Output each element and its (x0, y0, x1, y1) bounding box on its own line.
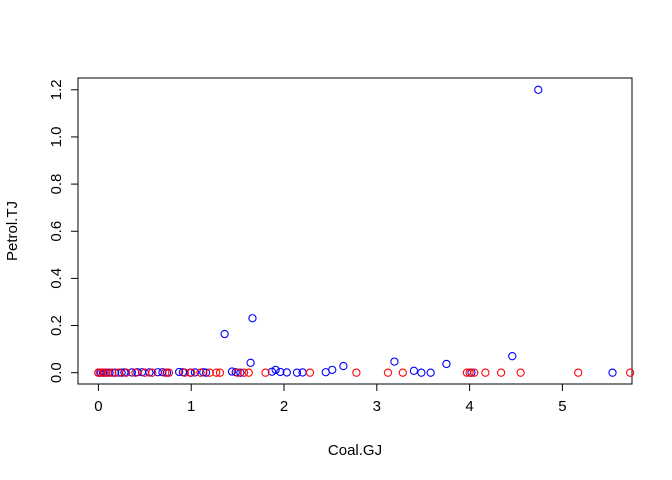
data-point (516, 368, 525, 377)
data-point (94, 368, 103, 377)
data-point (196, 368, 205, 377)
x-axis-label: Coal.GJ (328, 442, 382, 459)
y-tick-label: 0.6 (48, 221, 65, 242)
data-point (158, 368, 167, 377)
data-point (164, 368, 174, 377)
data-point (417, 368, 426, 377)
data-point (442, 359, 451, 369)
data-point (409, 366, 419, 375)
x-tick-label: 4 (465, 398, 473, 415)
data-point (97, 368, 106, 377)
data-point (352, 368, 361, 377)
data-point (497, 368, 506, 377)
data-point (470, 368, 479, 377)
data-point (199, 368, 208, 377)
data-point (201, 368, 211, 377)
data-point (236, 368, 245, 377)
plot-frame (77, 77, 633, 385)
series-2 (94, 368, 635, 377)
data-point (271, 365, 280, 375)
y-tick-label: 0.2 (48, 315, 65, 336)
data-point (339, 361, 348, 371)
y-tick-label: 1.0 (48, 127, 65, 148)
data-point (187, 368, 196, 377)
data-point (534, 85, 543, 94)
data-point (227, 367, 237, 376)
data-point (328, 365, 337, 375)
data-point (127, 368, 136, 377)
data-point (248, 314, 257, 323)
y-tick-label: 0.0 (48, 362, 65, 383)
data-point (212, 368, 221, 377)
y-axis-label: Petrol.TJ (4, 201, 21, 261)
y-axis: 0.0 0.2 0.4 0.6 0.8 1.0 1.2 (48, 79, 79, 383)
data-point (276, 367, 285, 377)
data-point (180, 368, 189, 377)
x-tick-label: 5 (558, 398, 566, 415)
data-point (108, 368, 117, 377)
points-layer (94, 85, 635, 377)
data-point (282, 368, 291, 377)
data-point (99, 368, 109, 377)
data-point (246, 358, 255, 367)
data-point (481, 368, 490, 377)
data-point (148, 368, 157, 377)
data-point (174, 367, 184, 377)
y-tick-label: 0.4 (48, 268, 65, 289)
x-tick-label: 0 (94, 398, 102, 415)
data-point (305, 368, 315, 377)
data-point (244, 368, 253, 377)
data-point (103, 368, 112, 377)
data-point (117, 368, 126, 377)
data-point (261, 368, 270, 377)
data-point (190, 368, 200, 377)
x-tick-label: 3 (373, 398, 381, 415)
x-tick-label: 1 (187, 398, 195, 415)
x-axis: 0 1 2 3 4 5 (94, 383, 567, 415)
data-point (398, 368, 407, 377)
data-point (383, 368, 393, 377)
data-point (161, 368, 170, 377)
data-point (145, 368, 154, 377)
data-point (122, 368, 131, 377)
data-point (608, 368, 617, 377)
data-point (625, 368, 635, 377)
data-point (131, 368, 140, 377)
data-point (205, 368, 214, 377)
data-point (215, 368, 225, 377)
data-point (465, 368, 474, 377)
series-1 (94, 85, 617, 377)
data-point (233, 368, 242, 377)
y-tick-label: 1.2 (48, 79, 65, 100)
data-point (574, 368, 583, 377)
data-point (292, 368, 302, 377)
data-point (390, 357, 399, 366)
data-point (426, 368, 435, 377)
data-point (508, 352, 517, 361)
y-tick-label: 0.8 (48, 174, 65, 195)
x-tick-label: 2 (280, 398, 288, 415)
data-point (239, 368, 249, 377)
data-point (220, 329, 229, 339)
